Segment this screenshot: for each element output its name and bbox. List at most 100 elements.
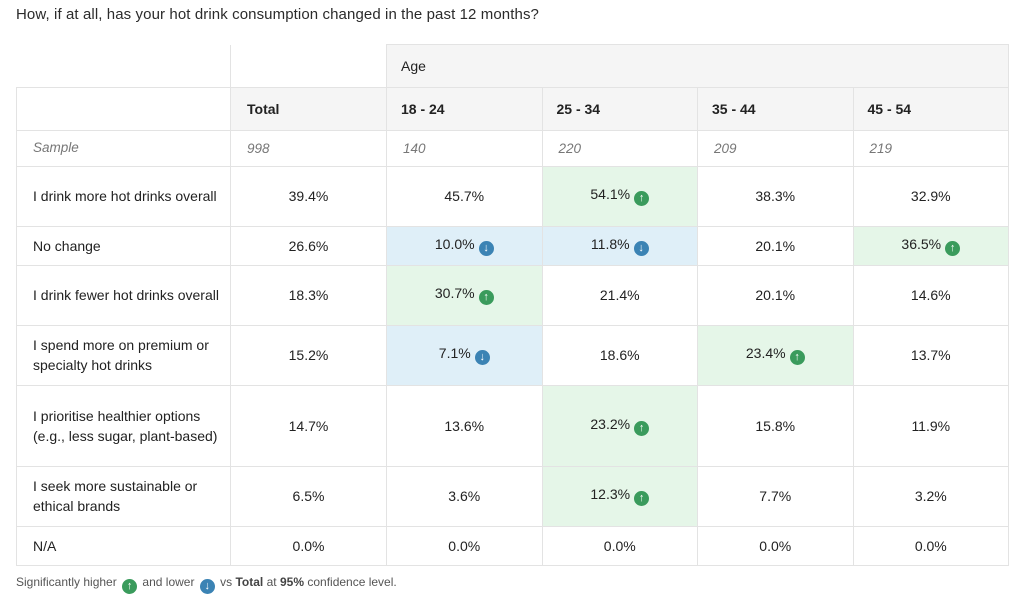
table-row: No change 26.6% 10.0% ↓ 11.8% ↓ 20.1% 36.5% ↑ (16, 225, 1010, 266)
arrow-up-circle-icon: ↑ (122, 579, 138, 594)
cell-value: 18.6% (599, 347, 640, 363)
cell-value: 0.0% (759, 537, 792, 554)
cell-total: 18.3% (230, 264, 387, 326)
cell-value: 7.1% (438, 345, 471, 361)
cell-value: 18.3% (288, 287, 329, 303)
cell-value: 0.0% (603, 537, 636, 554)
footnote-level: 95% (279, 575, 304, 589)
cell-value: 15.8% (755, 417, 796, 434)
cell-45-54: 14.6% (852, 264, 1010, 326)
row-label: I drink more hot drinks overall (16, 165, 231, 227)
cell-45-54: 3.2% (852, 465, 1010, 527)
cell-total: 15.2% (230, 324, 387, 386)
table-row: I drink more hot drinks overall 39.4% 45.7… (16, 165, 1010, 227)
cell-value: 6.5% (292, 488, 325, 504)
cell-value: 32.9% (910, 188, 951, 204)
sample-row: Sample 998 140 220 209 219 (16, 129, 1010, 167)
group-header-row: Age (16, 44, 1010, 88)
corner-cell (16, 44, 231, 88)
arrow-up-circle-icon: ↑ (634, 191, 650, 206)
column-header-25-34: 25 - 34 (541, 86, 698, 131)
column-header-45-54: 45 - 54 (852, 86, 1010, 131)
cell-value: 13.6% (444, 417, 485, 434)
table-row: I drink fewer hot drinks overall 18.3% 30.… (16, 264, 1010, 326)
cell-value: 39.4% (288, 188, 329, 204)
footnote-suffix: confidence level. (307, 575, 397, 589)
sample-35-44: 209 (697, 129, 854, 167)
cell-value: 11.8% (590, 235, 630, 252)
row-label: No change (16, 225, 231, 266)
cell-45-54: 0.0% (852, 525, 1010, 566)
cell-value: 20.1% (755, 237, 796, 254)
cell-25-34: 54.1% ↑ (541, 165, 698, 227)
row-label: N/A (16, 525, 231, 566)
sample-18-24: 140 (386, 129, 543, 167)
cell-value: 0.0% (914, 537, 947, 554)
cell-value: 20.1% (755, 287, 796, 303)
cell-value: 38.3% (755, 188, 796, 204)
arrow-up-circle-icon: ↑ (478, 290, 494, 305)
age-group-header: Age (385, 44, 1010, 88)
cell-45-54: 36.5% ↑ (852, 225, 1010, 266)
arrow-down-circle-icon: ↓ (199, 579, 215, 594)
cell-25-34: 18.6% (541, 324, 698, 386)
crosstab-table: Age Total 18 - 24 25 - 34 35 - 44 45 - 5… (16, 44, 1010, 566)
cell-value: 0.0% (448, 537, 481, 554)
cell-total: 0.0% (230, 525, 387, 566)
cell-total: 6.5% (230, 465, 387, 527)
cell-value: 13.7% (910, 347, 951, 363)
table-row: N/A 0.0% 0.0% 0.0% 0.0% 0.0% (16, 525, 1010, 566)
cell-18-24: 13.6% (386, 384, 543, 467)
significance-footnote: Significantly higher ↑ and lower ↓ vs To… (16, 575, 397, 594)
cell-35-44: 0.0% (697, 525, 854, 566)
footnote-vs: vs (220, 575, 233, 589)
row-label: I prioritise healthier options (e.g., le… (16, 384, 231, 467)
cell-45-54: 13.7% (852, 324, 1010, 386)
cell-35-44: 20.1% (697, 225, 854, 266)
column-header-35-44: 35 - 44 (697, 86, 854, 131)
arrow-up-circle-icon: ↑ (634, 491, 650, 506)
column-header-18-24: 18 - 24 (386, 86, 543, 131)
cell-18-24: 10.0% ↓ (386, 225, 543, 266)
table-row: I prioritise healthier options (e.g., le… (16, 384, 1010, 467)
cell-value: 45.7% (444, 188, 485, 204)
cell-value: 11.9% (911, 417, 951, 434)
cell-25-34: 12.3% ↑ (541, 465, 698, 527)
cell-value: 14.7% (288, 417, 329, 434)
footnote-middle: and lower (142, 575, 195, 589)
cell-value: 0.0% (292, 537, 325, 554)
cell-35-44: 23.4% ↑ (697, 324, 854, 386)
arrow-up-circle-icon: ↑ (634, 420, 650, 436)
cell-18-24: 30.7% ↑ (386, 264, 543, 326)
cell-45-54: 32.9% (852, 165, 1010, 227)
table-row: I spend more on premium or specialty hot… (16, 324, 1010, 386)
row-label: I drink fewer hot drinks overall (16, 264, 231, 326)
cell-total: 39.4% (230, 165, 387, 227)
arrow-up-circle-icon: ↑ (789, 350, 805, 365)
cell-total: 14.7% (230, 384, 387, 467)
cell-18-24: 45.7% (386, 165, 543, 227)
cell-total: 26.6% (230, 225, 387, 266)
cell-25-34: 11.8% ↓ (541, 225, 698, 266)
row-label: I spend more on premium or specialty hot… (16, 324, 231, 386)
cell-18-24: 0.0% (386, 525, 543, 566)
cell-value: 3.6% (448, 488, 481, 504)
arrow-down-circle-icon: ↓ (474, 350, 490, 365)
cell-value: 14.6% (910, 287, 951, 303)
cell-35-44: 7.7% (697, 465, 854, 527)
row-label: I seek more sustainable or ethical brand… (16, 465, 231, 527)
cell-value: 23.2% (590, 415, 631, 432)
cell-45-54: 11.9% (852, 384, 1010, 467)
sample-total: 998 (230, 129, 387, 167)
cell-18-24: 7.1% ↓ (386, 324, 543, 386)
cell-value: 3.2% (914, 488, 947, 504)
footnote-prefix: Significantly higher (16, 575, 117, 589)
cell-25-34: 21.4% (541, 264, 698, 326)
sample-45-54: 219 (852, 129, 1010, 167)
arrow-up-circle-icon: ↑ (945, 240, 961, 256)
sample-label: Sample (16, 129, 231, 167)
cell-value: 23.4% (745, 345, 786, 361)
cell-value: 7.7% (759, 488, 792, 504)
table-row: I seek more sustainable or ethical brand… (16, 465, 1010, 527)
footnote-total: Total (235, 575, 264, 589)
